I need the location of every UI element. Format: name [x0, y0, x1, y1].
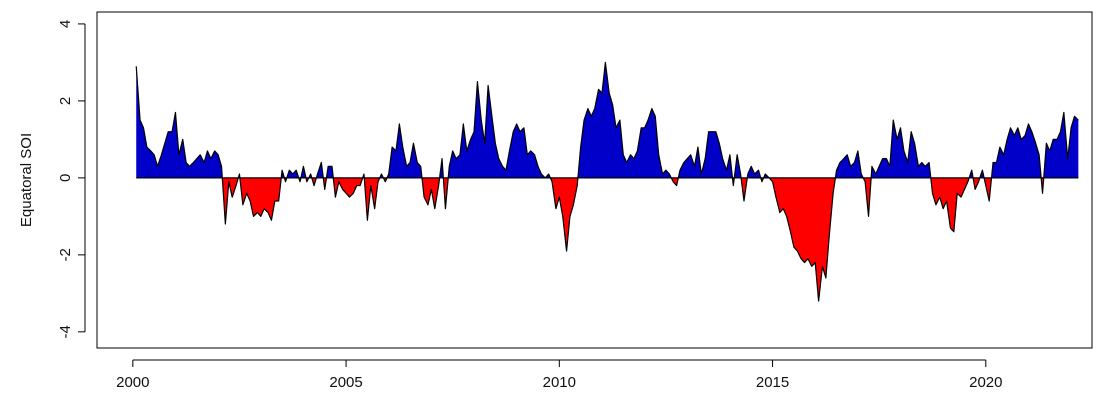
x-tick-label: 2015: [756, 374, 789, 391]
negative-area: [222, 177, 1044, 302]
y-tick-label: 0: [57, 174, 74, 182]
y-tick-label: -4: [57, 325, 74, 338]
plot-frame: [96, 11, 1093, 349]
y-tick-label: 4: [57, 20, 74, 28]
y-tick-label: -2: [57, 248, 74, 261]
x-tick-label: 2020: [969, 374, 1002, 391]
x-tick-label: 2010: [543, 374, 576, 391]
positive-area: [136, 62, 1079, 178]
y-tick-label: 2: [57, 97, 74, 105]
y-axis-label: Equatoral SOI: [18, 133, 35, 227]
x-tick-label: 2005: [329, 374, 362, 391]
x-tick-label: 2000: [116, 374, 149, 391]
soi-line: [135, 61, 1079, 302]
